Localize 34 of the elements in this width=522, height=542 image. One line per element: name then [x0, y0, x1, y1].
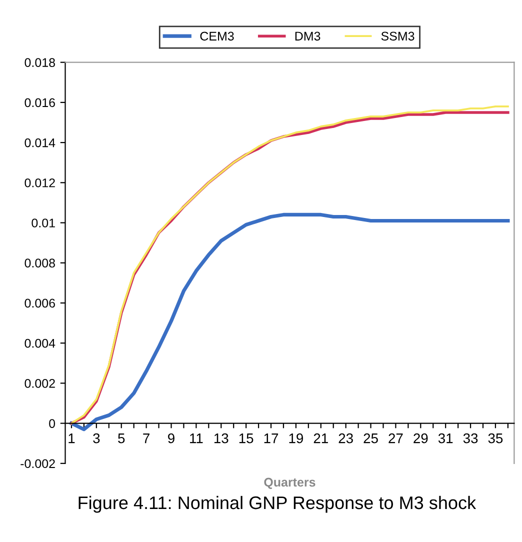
x-tick-label: 21: [314, 433, 328, 444]
x-tick-label: 19: [289, 433, 304, 444]
x-tick-label: 5: [118, 434, 125, 444]
x-tick-label: 35: [488, 433, 503, 444]
x-tick-label: 29: [414, 433, 428, 444]
legend-label: SSM3: [381, 32, 414, 41]
x-tick-label: 31: [438, 433, 453, 444]
y-tick-label: 0.012: [24, 178, 55, 188]
y-tick-label: 0.006: [24, 298, 55, 308]
legend-label: CEM3: [200, 32, 234, 41]
y-tick-label: 0.01: [32, 218, 55, 228]
x-tick-label: 15: [239, 434, 254, 444]
y-tick-label: 0.016: [24, 98, 55, 108]
x-tick-label: 3: [93, 433, 100, 444]
y-tick-label: 0.014: [24, 138, 56, 148]
y-tick-label: 0.008: [24, 258, 55, 268]
x-tick-label: 1: [68, 434, 75, 444]
caption: Figure 4.11: Nominal GNP Response to M3 shock: [78, 496, 476, 513]
x-tick-label: 7: [143, 434, 150, 444]
x-tick-label: 23: [338, 433, 353, 444]
x-axis-title: Quarters: [264, 478, 316, 489]
y-tick-label: 0.002: [24, 378, 55, 388]
x-tick-label: 27: [388, 433, 403, 444]
x-tick-label: 33: [463, 433, 478, 444]
x-tick-label: 25: [364, 433, 378, 444]
x-tick-label: 11: [190, 434, 203, 444]
y-tick-label: 0.004: [24, 338, 56, 348]
y-tick-label: 0: [49, 419, 56, 428]
x-tick-label: 9: [168, 433, 174, 444]
y-tick-label: -0.002: [20, 459, 55, 468]
y-tick-label: 0.018: [24, 58, 55, 67]
x-tick-label: 17: [264, 434, 278, 444]
x-tick-label: 13: [214, 433, 228, 444]
legend-label: DM3: [295, 32, 320, 41]
